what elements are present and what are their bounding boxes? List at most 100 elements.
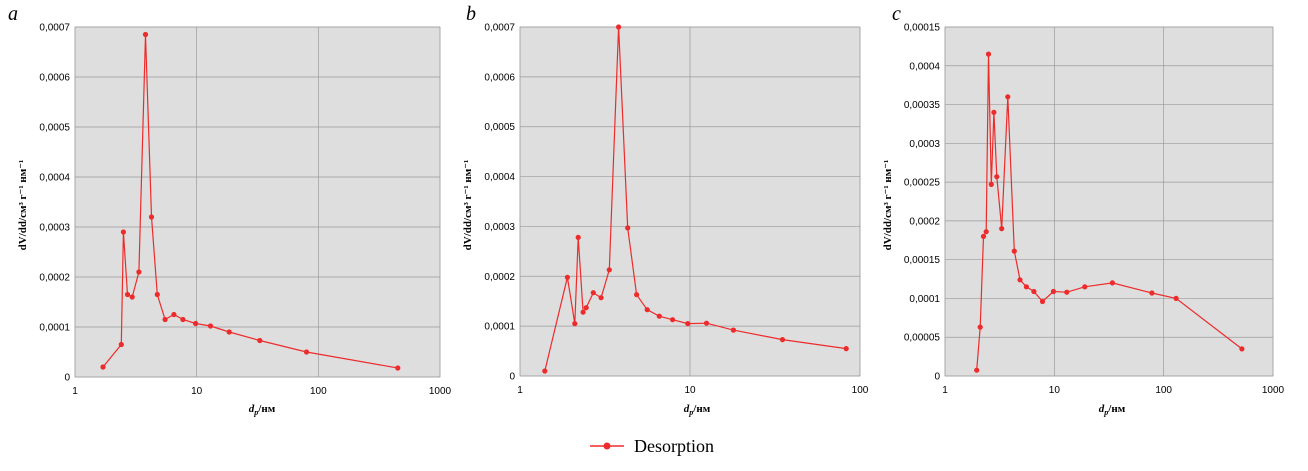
data-point-b xyxy=(542,368,548,374)
data-point-b xyxy=(598,295,604,301)
data-point-c xyxy=(1064,289,1070,295)
chart-panel-b: b dV/dd/см³ г⁻¹ нм⁻¹ dp/нм 0 0,0001 0,0002… xyxy=(462,3,869,417)
data-point-c xyxy=(999,226,1005,232)
series-line-b xyxy=(544,26,847,372)
y-tick-label-b: 0 xyxy=(509,372,515,383)
y-tick-label-a: 0,0006 xyxy=(39,73,70,84)
y-tick-label-c: 0,00005 xyxy=(904,333,941,344)
data-point-c xyxy=(1023,284,1029,290)
data-point-c xyxy=(991,109,997,115)
data-point-b xyxy=(564,274,571,280)
data-point-a xyxy=(148,214,155,220)
panel-letter-c: c xyxy=(892,3,901,25)
data-point-c xyxy=(1109,280,1115,286)
y-axis-label-b: dV/dd/см³ г⁻¹ нм⁻¹ xyxy=(462,160,474,251)
panel-letter-b: b xyxy=(466,3,476,25)
y-tick-label-b: 0,0007 xyxy=(484,23,515,34)
data-point-c xyxy=(1239,346,1245,352)
x-tick-label-c: 100 xyxy=(1155,385,1172,396)
data-point-a xyxy=(180,316,186,323)
x-tick-label-a: 1 xyxy=(72,386,78,397)
data-point-b xyxy=(625,225,631,231)
data-point-c xyxy=(994,174,1000,180)
legend-label: Desorption xyxy=(634,436,714,456)
x-axis-label-c: dp/нм xyxy=(1099,403,1126,417)
data-point-b xyxy=(606,267,612,273)
x-axis-label-b-sub: p xyxy=(688,408,693,417)
y-tick-label-c: 0,00015 xyxy=(904,23,941,34)
x-axis-label-b: dp/нм xyxy=(684,403,711,417)
data-point-c xyxy=(988,181,994,187)
x-tick-label-a: 1000 xyxy=(429,386,452,397)
data-point-c xyxy=(1005,94,1011,100)
data-point-b xyxy=(583,305,589,311)
chart-panel-c: c dV/dd/см³ г⁻¹ нм⁻¹ dp/нм 0 0,00005 0,000… xyxy=(882,3,1285,417)
data-point-b xyxy=(730,327,737,333)
data-point-c xyxy=(977,324,983,330)
data-point-c xyxy=(1039,298,1046,305)
legend: Desorption xyxy=(590,436,714,456)
data-point-b xyxy=(703,320,710,326)
data-point-c xyxy=(1011,248,1017,254)
data-point-a xyxy=(136,269,142,275)
data-point-a xyxy=(100,364,106,370)
y-tick-label-a: 0,0004 xyxy=(39,173,70,184)
data-point-b xyxy=(580,309,586,315)
y-tick-label-b: 0,0003 xyxy=(484,222,515,233)
data-point-b xyxy=(575,234,581,240)
y-tick-label-c: 0,00015 xyxy=(904,255,941,266)
y-tick-label-b: 0,0006 xyxy=(484,72,515,83)
y-tick-label-c: 0,00025 xyxy=(904,178,941,189)
series-line-a xyxy=(102,34,398,369)
y-tick-label-a: 0,0002 xyxy=(39,273,70,284)
data-point-c xyxy=(1050,288,1056,295)
y-tick-label-a: 0,0005 xyxy=(39,123,70,134)
data-point-a xyxy=(118,341,124,348)
y-tick-label-a: 0,0003 xyxy=(39,223,70,234)
data-point-a xyxy=(120,229,126,235)
data-point-b xyxy=(670,317,676,323)
x-tick-label-a: 10 xyxy=(191,386,203,397)
plot-area-c xyxy=(944,26,1274,377)
y-tick-label-b: 0,0005 xyxy=(484,122,515,133)
data-point-b xyxy=(616,24,622,30)
y-tick-label-c: 0,0003 xyxy=(909,139,940,150)
y-axis-label-a: dV/dd/см³ г⁻¹ нм⁻¹ xyxy=(17,160,29,251)
data-point-c xyxy=(983,229,989,235)
y-tick-label-c: 0,0004 xyxy=(909,61,940,72)
x-axis-label-b-main: d xyxy=(684,403,690,415)
data-point-a xyxy=(226,329,232,335)
data-point-a xyxy=(303,349,310,355)
data-point-a xyxy=(154,291,160,298)
y-tick-label-b: 0,0001 xyxy=(484,322,515,333)
x-axis-label-c-rest: /нм xyxy=(1107,403,1125,415)
x-axis-label-b-rest: /нм xyxy=(692,403,710,415)
data-point-c xyxy=(1031,288,1037,295)
x-axis-label-a-main: d xyxy=(249,403,255,415)
y-tick-label-a: 0,0007 xyxy=(39,23,70,34)
x-axis-label-a-rest: /нм xyxy=(257,403,275,415)
x-tick-label-a: 100 xyxy=(310,386,327,397)
x-tick-label-c: 1000 xyxy=(1262,385,1285,396)
data-point-b xyxy=(685,321,691,327)
panel-letter-a: a xyxy=(8,3,18,25)
data-point-b xyxy=(634,292,640,298)
y-tick-label-c: 0 xyxy=(934,372,940,383)
data-point-a xyxy=(124,291,131,298)
y-tick-label-c: 0,0002 xyxy=(909,216,940,227)
data-point-a xyxy=(257,337,263,344)
data-point-a xyxy=(193,320,199,327)
data-point-c xyxy=(980,233,987,239)
data-point-c xyxy=(1173,295,1179,301)
data-point-a xyxy=(171,311,177,318)
x-axis-label-c-sub: p xyxy=(1103,408,1108,417)
x-axis-label-a: dp/нм xyxy=(249,403,276,417)
data-point-a xyxy=(162,316,168,323)
data-point-a xyxy=(129,294,135,300)
y-tick-label-a: 0,0001 xyxy=(39,323,70,334)
y-axis-label-c: dV/dd/см³ г⁻¹ нм⁻¹ xyxy=(882,160,894,251)
x-axis-label-c-main: d xyxy=(1099,403,1105,415)
data-point-b xyxy=(779,337,786,343)
y-tick-label-a: 0 xyxy=(64,373,70,384)
